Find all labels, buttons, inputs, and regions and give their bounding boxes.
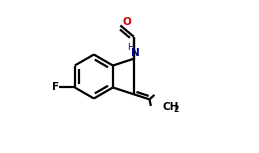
Text: O: O <box>122 17 131 27</box>
Text: CH: CH <box>162 102 179 112</box>
Text: H: H <box>127 43 133 52</box>
Text: F: F <box>52 82 59 93</box>
Text: N: N <box>131 48 140 58</box>
Text: 2: 2 <box>174 105 179 114</box>
